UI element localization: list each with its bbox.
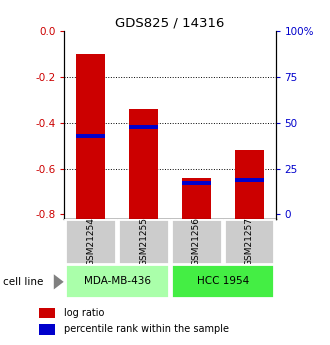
Bar [171, 219, 222, 264]
Bar [76, 54, 105, 219]
Bar [235, 178, 264, 182]
Text: HCC 1954: HCC 1954 [197, 276, 249, 286]
Title: GDS825 / 14316: GDS825 / 14316 [115, 17, 225, 30]
Bar [39, 324, 55, 335]
Polygon shape [54, 274, 64, 289]
Bar [171, 264, 275, 298]
Bar [39, 308, 55, 318]
Bar [129, 109, 158, 219]
Bar [65, 219, 116, 264]
Bar [76, 134, 105, 138]
Text: percentile rank within the sample: percentile rank within the sample [64, 325, 229, 334]
Bar [235, 150, 264, 219]
Text: MDA-MB-436: MDA-MB-436 [83, 276, 151, 286]
Text: GSM21254: GSM21254 [86, 217, 95, 266]
Bar [224, 219, 275, 264]
Text: GSM21256: GSM21256 [192, 217, 201, 266]
Bar [182, 178, 211, 219]
Bar [182, 181, 211, 185]
Text: GSM21257: GSM21257 [245, 217, 254, 266]
Bar [118, 219, 169, 264]
Text: log ratio: log ratio [64, 308, 104, 318]
Bar [129, 125, 158, 129]
Text: cell line: cell line [3, 277, 44, 287]
Text: GSM21255: GSM21255 [139, 217, 148, 266]
Bar [65, 264, 169, 298]
